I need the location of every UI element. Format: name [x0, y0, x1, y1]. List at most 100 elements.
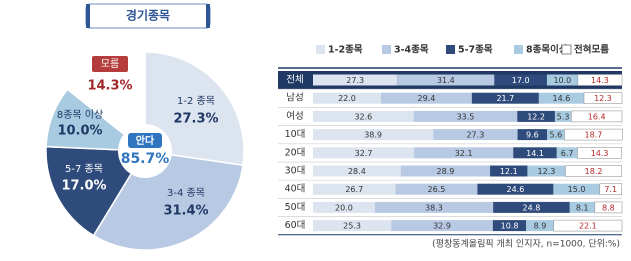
bar-segment [599, 183, 622, 195]
value-label: 28.4 [348, 167, 366, 176]
slice-label: 8종목 이상 [57, 109, 103, 121]
bar-segment [554, 110, 572, 122]
value-label: 14.3 [591, 149, 609, 158]
bar-segment [517, 129, 548, 141]
unknown-badge [92, 56, 128, 72]
value-label: 17.0 [512, 76, 530, 85]
value-label: 26.7 [345, 185, 363, 194]
bar-segment [313, 92, 381, 104]
bar-segment [527, 165, 566, 177]
slice-label: 5-7 종목 [65, 163, 103, 175]
value-label: 18.2 [585, 167, 603, 176]
value-label: 12.2 [527, 112, 545, 121]
legend-label: 8종목이상 [526, 44, 568, 56]
value-label: 38.3 [425, 203, 443, 212]
title-accent [86, 4, 90, 28]
bar-segment [583, 92, 623, 104]
value-label: 32.1 [455, 149, 473, 158]
bar-segment [313, 201, 375, 213]
value-label: 33.5 [457, 112, 475, 121]
value-label: 14.3 [591, 76, 609, 85]
bar-segment [374, 201, 494, 213]
bar-segment [594, 201, 623, 214]
value-label: 12.1 [500, 167, 518, 176]
bar-segment [471, 92, 539, 104]
bar-segment [380, 92, 472, 104]
bar-segment [577, 147, 622, 159]
legend-swatch [514, 45, 523, 54]
bar-segment [313, 74, 398, 86]
pie-slice [45, 145, 147, 237]
bar-segment [490, 165, 528, 177]
slice-value: 14.3% [87, 79, 132, 94]
bar-segment [414, 147, 514, 159]
bar-segment [400, 165, 491, 177]
value-label: 7.1 [604, 185, 617, 194]
value-label: 6.7 [561, 149, 574, 158]
category-label: 남성 [286, 93, 303, 104]
value-label: 14.1 [526, 149, 544, 158]
value-label: 8.9 [534, 222, 547, 231]
bar-segment [513, 147, 557, 159]
bar-segment [494, 74, 547, 86]
center-value: 85.7% [121, 151, 170, 167]
pie-slice [92, 150, 244, 251]
value-label: 12.3 [538, 167, 556, 176]
bar-segment [413, 110, 518, 122]
value-label: 32.7 [355, 149, 373, 158]
bar-segment [553, 219, 623, 232]
value-label: 22.0 [338, 94, 356, 103]
value-label: 24.6 [506, 185, 524, 194]
value-label: 31.4 [437, 76, 455, 85]
bar-segment [313, 165, 401, 177]
bar-segment [547, 129, 565, 141]
value-label: 32.9 [433, 222, 451, 231]
bar-segment [546, 74, 578, 86]
value-label: 29.4 [417, 94, 435, 103]
value-label: 20.0 [335, 203, 353, 212]
bar-segment [517, 110, 555, 122]
category-label: 60대 [285, 220, 306, 231]
value-label: 8.8 [602, 203, 615, 212]
value-label: 16.4 [588, 112, 606, 121]
value-label: 25.3 [343, 222, 361, 231]
value-label: 14.6 [553, 94, 571, 103]
slice-label: 3-4 종목 [167, 187, 205, 199]
bar-segment [313, 129, 434, 141]
category-label: 10대 [285, 129, 306, 140]
bar-segment [565, 165, 622, 177]
slice-label: 1-2 종목 [177, 95, 215, 107]
category-label: 50대 [285, 202, 306, 213]
legend-swatch [316, 45, 325, 54]
value-label: 27.3 [346, 76, 364, 85]
value-label: 18.7 [585, 131, 603, 140]
bar-segment [493, 201, 570, 213]
value-label: 5.3 [557, 112, 570, 121]
bar-segment [556, 147, 578, 159]
bar-segment [313, 110, 414, 122]
bar-segment [538, 92, 584, 104]
bar-segment [433, 129, 518, 141]
value-label: 27.3 [466, 131, 484, 140]
chart-title: 경기종목 [126, 8, 170, 23]
category-label: 20대 [285, 147, 306, 158]
value-label: 15.0 [568, 185, 586, 194]
value-label: 32.6 [354, 112, 372, 121]
value-label: 10.8 [501, 222, 519, 231]
category-label: 전체 [286, 75, 303, 86]
slice-label: 모름 [101, 58, 119, 70]
note: (평창동계올림픽 개최 인지자, n=1000, 단위:%) [432, 238, 620, 250]
value-label: 26.5 [428, 185, 446, 194]
bar-segment [564, 128, 623, 141]
category-label: 30대 [285, 166, 306, 177]
legend-swatch [561, 44, 572, 55]
bar-segment [492, 220, 527, 232]
legend-label: 1-2종목 [328, 45, 363, 56]
legend-swatch [382, 45, 391, 54]
pie-slice [144, 51, 245, 167]
slice-value: 10.0% [57, 124, 102, 139]
value-label: 12.3 [594, 94, 612, 103]
center-label: 안다 [136, 134, 155, 147]
bar-segment [553, 183, 600, 195]
